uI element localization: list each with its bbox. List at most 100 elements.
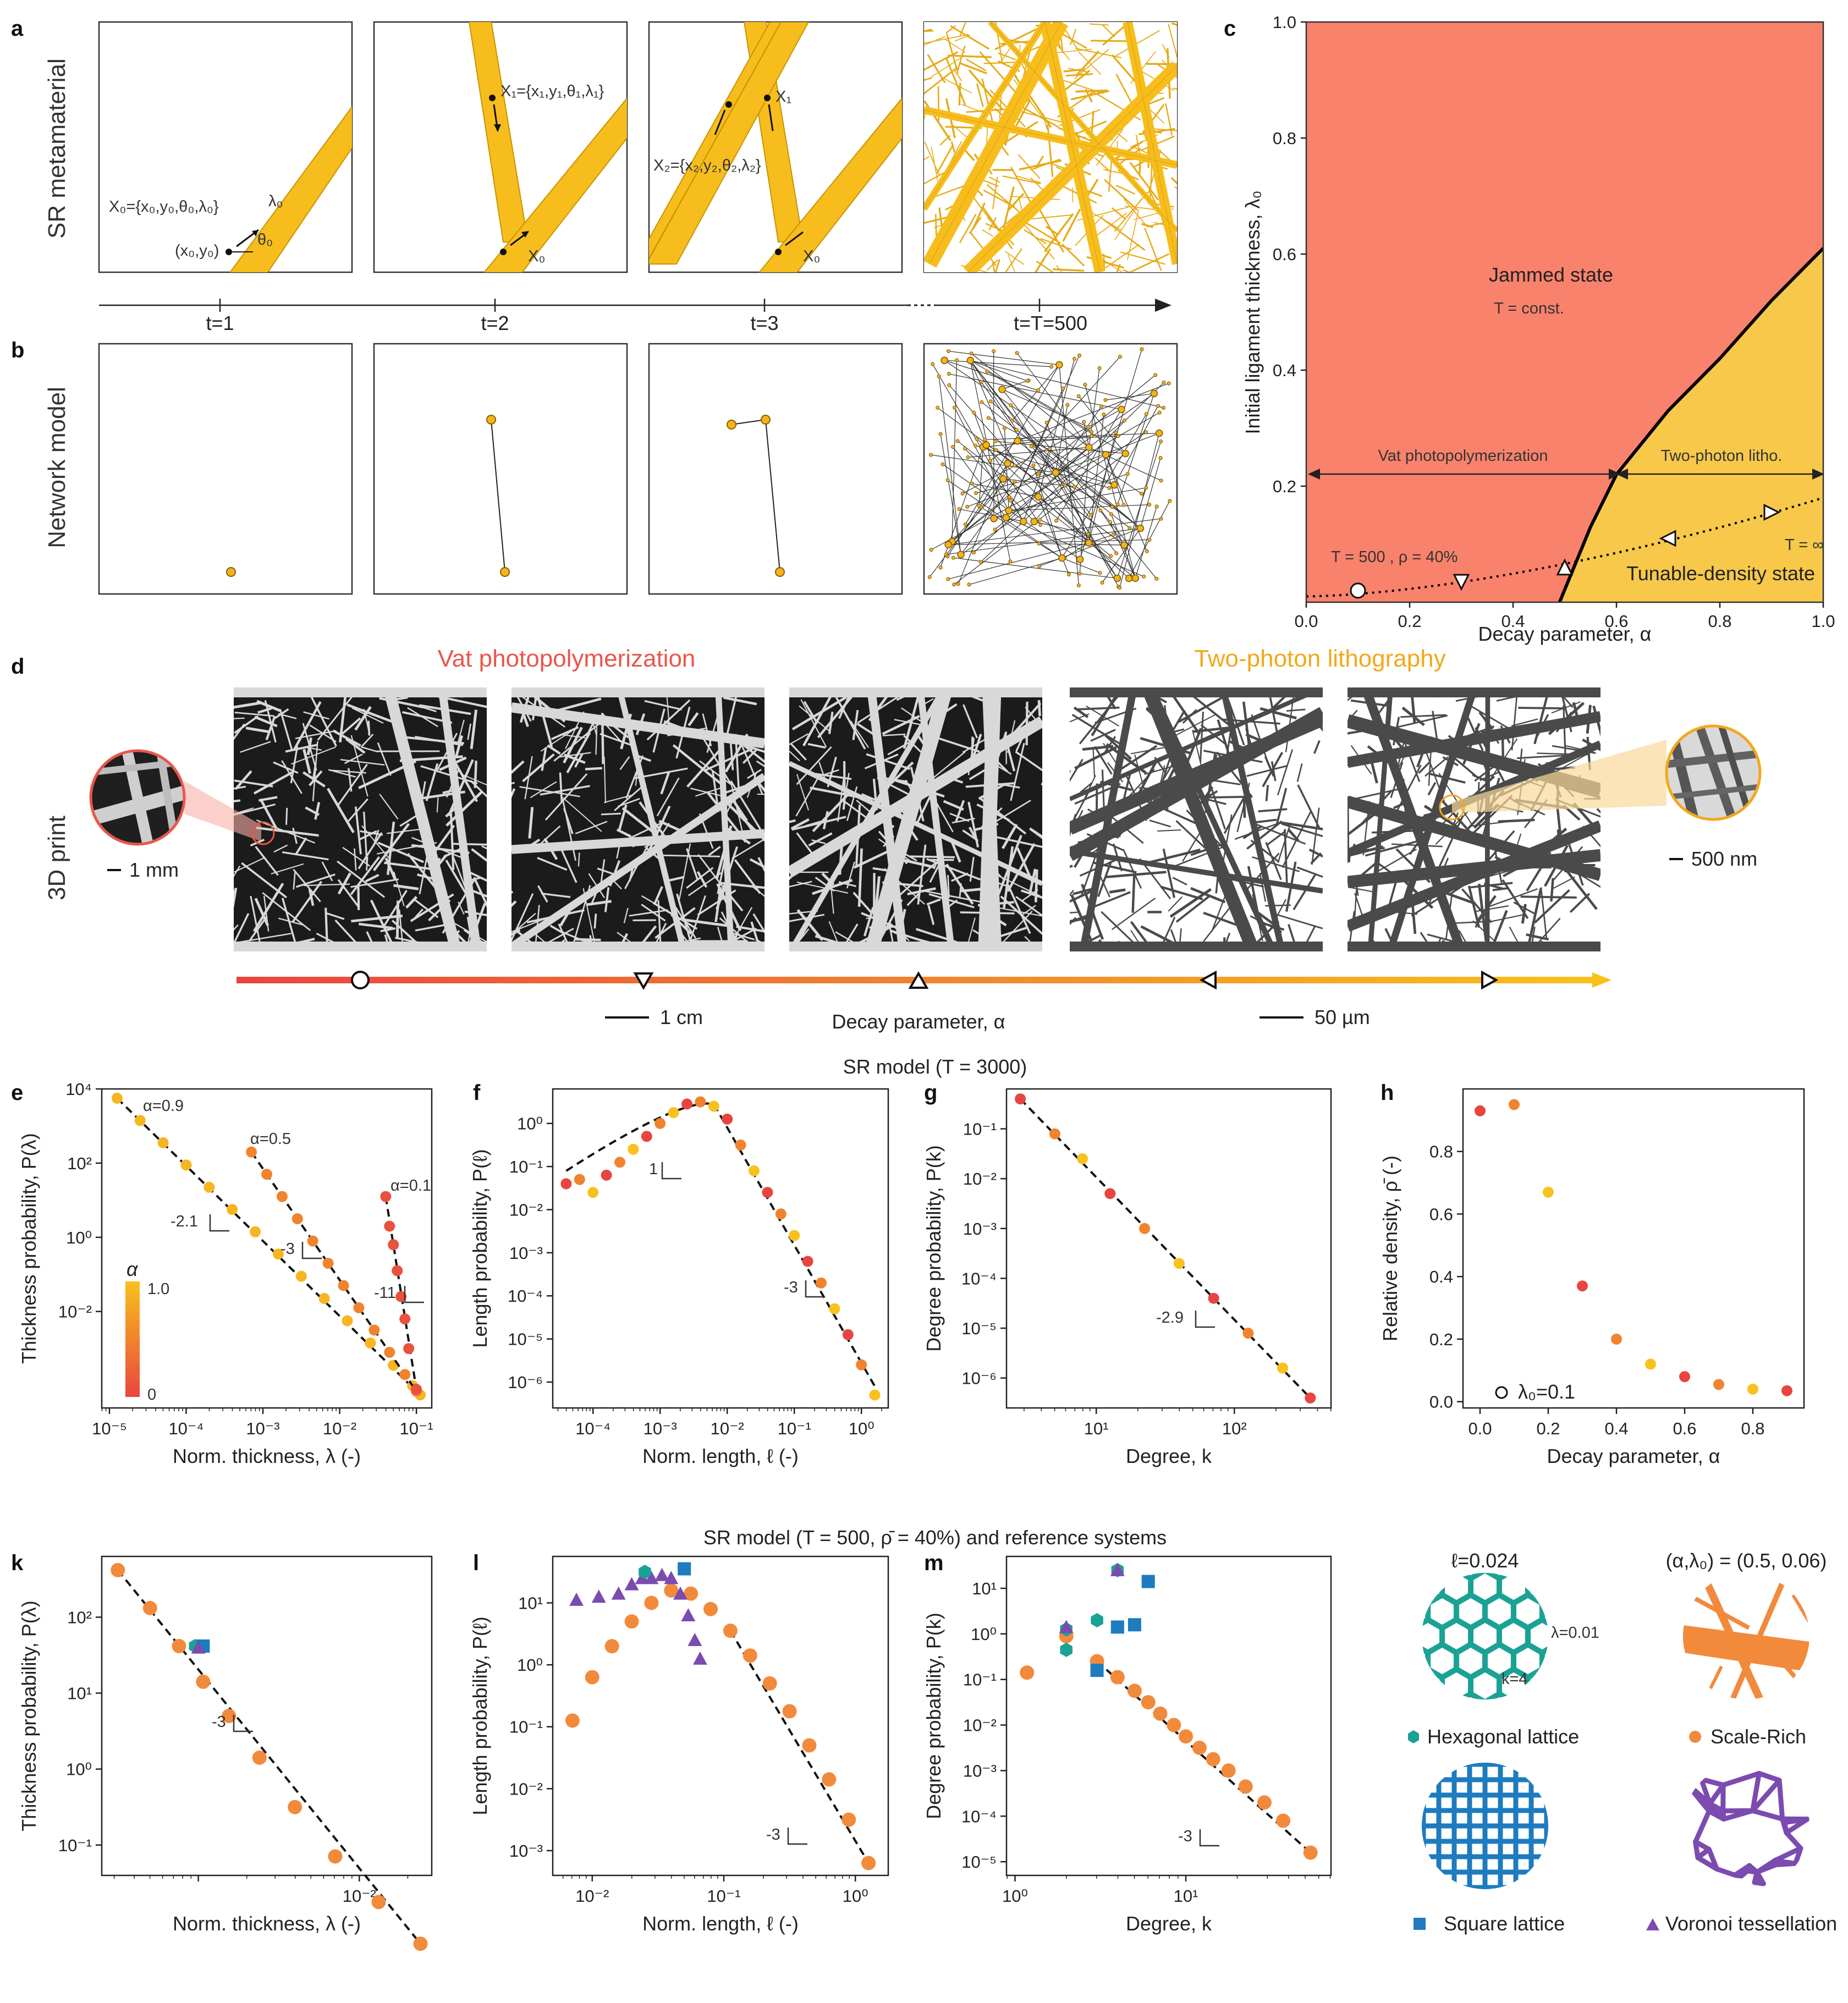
chart-g-point	[1277, 1362, 1289, 1374]
chart-m-point	[1127, 1683, 1142, 1698]
chart-l-point	[673, 1586, 688, 1600]
chart-m-point	[1206, 1752, 1220, 1767]
chart-e-point	[380, 1191, 392, 1202]
chart-h: 0.0 0.2 0.4 0.6 0.8 0.0 0.2 0.4 0.6 0.8 Decay para…	[1379, 1088, 1805, 1467]
chart-g-ytick-label: 10⁻⁶	[961, 1369, 997, 1388]
chart-k-point	[196, 1674, 211, 1689]
chart-l-point	[644, 1595, 659, 1610]
chart-h-frame	[1462, 1088, 1805, 1409]
chart-h-xtick-label: 0.8	[1741, 1419, 1764, 1438]
chart-e-point	[318, 1293, 330, 1305]
chart-m-ytick-label: 10⁻²	[963, 1716, 997, 1735]
chart-e-point	[388, 1239, 399, 1251]
print-4	[1070, 687, 1323, 951]
chart-l-point	[591, 1589, 606, 1603]
chart-g-ylabel: Degree probability, P(k)	[922, 1145, 945, 1352]
chart-l-frame	[552, 1555, 889, 1877]
chart-l-ytick-label: 10⁰	[517, 1655, 543, 1675]
chart-e-point	[261, 1169, 272, 1180]
h-legend-label: λ₀=0.1	[1518, 1380, 1575, 1403]
tick-t1: t=1	[206, 312, 234, 334]
chart-f-xtick-label: 10⁻¹	[778, 1419, 811, 1438]
chart-e-annotation: -3	[280, 1240, 295, 1258]
label-x0-full: X₀={x₀,y₀,θ₀,λ₀}	[109, 198, 219, 216]
chart-l-point	[688, 1633, 702, 1647]
c-t500-label: T = 500 , ρ = 40%	[1331, 548, 1458, 566]
chart-m-point	[1276, 1813, 1291, 1828]
chart-k-point	[191, 1640, 206, 1654]
chart-l-point	[842, 1812, 856, 1827]
network-node	[226, 567, 236, 577]
chart-g-frame	[1005, 1088, 1332, 1409]
c-vat-label: Vat photopolymerization	[1378, 447, 1548, 465]
chart-h-xlabel: Decay parameter, α	[1547, 1445, 1720, 1467]
chart-l-fit	[729, 1630, 870, 1864]
chart-g-point	[1077, 1153, 1088, 1164]
d-vat-title: Vat photopolymerization	[438, 645, 696, 672]
chart-f-point	[722, 1113, 733, 1125]
chart-g-xlabel: Degree, k	[1126, 1445, 1212, 1467]
panel-b-frame-1	[98, 343, 353, 595]
chart-l-xtick-label: 10⁰	[843, 1886, 868, 1906]
c-marker-2	[1556, 558, 1574, 576]
chart-e-point	[227, 1204, 238, 1215]
slope-marker	[805, 1280, 825, 1298]
c-tunable-label: Tunable-density state	[1626, 562, 1815, 585]
chart-e-point	[399, 1369, 411, 1380]
panel-label-d: d	[11, 654, 24, 679]
chart-f-ytick-label: 10⁻⁴	[508, 1286, 543, 1306]
chart-k-ytick-label: 10⁻¹	[58, 1836, 92, 1855]
chart-f-point	[775, 1208, 787, 1220]
chart-m-frame	[1005, 1555, 1332, 1877]
chart-l-point	[822, 1772, 837, 1787]
h-legend-marker	[1495, 1386, 1508, 1399]
chart-h-point	[1747, 1383, 1758, 1395]
chart-l: 10⁻² 10⁻¹ 10⁰ 10¹ 10⁰ 10⁻¹ 10⁻² 10⁻³ Norm. lengt…	[469, 1555, 889, 1935]
chart-e-point	[295, 1270, 307, 1282]
chart-k-annotation: -3	[212, 1713, 226, 1731]
chart-f-xlabel: Norm. length, ℓ (-)	[642, 1445, 799, 1467]
chart-f-xtick-label: 10⁰	[849, 1419, 875, 1438]
chart-e-ytick-label: 10⁴	[65, 1080, 92, 1099]
chart-m-point	[1303, 1845, 1318, 1860]
chart-m-point	[1090, 1664, 1104, 1677]
slope-marker	[209, 1214, 229, 1232]
chart-l-ytick-label: 10⁻³	[509, 1841, 543, 1861]
print-5	[1348, 687, 1601, 951]
chart-m-point	[1110, 1670, 1125, 1685]
chart-e-xtick-label: 10⁻⁴	[168, 1419, 204, 1438]
chart-k-ytick-label: 10¹	[67, 1684, 92, 1703]
print-2	[512, 687, 765, 951]
chart-h-point	[1611, 1333, 1622, 1345]
chart-e-point	[157, 1137, 169, 1148]
chart-k-point	[172, 1638, 186, 1653]
scale-1cm: 1 cm	[660, 1006, 703, 1028]
chart-h-point	[1679, 1371, 1690, 1383]
slope-marker	[301, 1242, 322, 1259]
chart-e-point	[392, 1265, 403, 1276]
chart-l-xtick-label: 10⁻¹	[707, 1886, 740, 1906]
chart-g-annotation: -2.9	[1156, 1309, 1184, 1327]
c-ytick-label: 0.6	[1273, 245, 1296, 264]
chart-m-point	[1128, 1618, 1141, 1632]
chart-k-ytick-label: 10²	[67, 1608, 92, 1627]
chart-m-ytick-label: 10⁻³	[963, 1761, 997, 1780]
chart-l-point	[664, 1571, 679, 1584]
voronoi-legend-label: Voronoi tessellation	[1665, 1912, 1837, 1935]
timeline: t=1 t=2 t=3 t=T=500	[99, 299, 1172, 334]
panel-label-a: a	[11, 16, 24, 41]
chart-e-xlabel: Norm. thickness, λ (-)	[173, 1445, 361, 1467]
tick-t2: t=2	[481, 312, 509, 334]
label-x0y0: (x₀,y₀)	[175, 242, 219, 260]
chart-f-point	[641, 1131, 652, 1142]
chart-l-ytick-label: 10¹	[518, 1593, 543, 1613]
chart-l-point	[782, 1704, 797, 1719]
chart-g-ytick-label: 10⁻³	[963, 1219, 997, 1239]
panel-label-m: m	[924, 1551, 944, 1575]
chart-e-point	[276, 1191, 288, 1202]
c-tp-label: Two-photon litho.	[1661, 447, 1783, 465]
c-xtick-label: 0.8	[1708, 612, 1731, 631]
panel-c: 0.0 0.2 0.4 0.6 0.8 1.0 0.2 0.4 0.6 0.8 1.0 Jammed…	[1241, 13, 1835, 645]
label-x0-b: X₀	[528, 247, 545, 265]
